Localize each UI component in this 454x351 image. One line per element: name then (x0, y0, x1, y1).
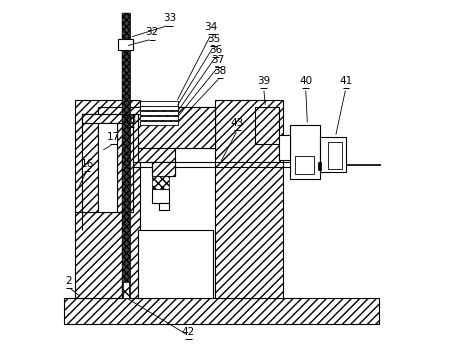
Bar (75, 100, 139, 298)
Bar (98, 123, 117, 212)
Bar (318, 161, 321, 170)
Bar (122, 13, 130, 298)
Text: 37: 37 (211, 55, 225, 65)
Text: 18: 18 (124, 115, 138, 125)
Bar (255, 107, 280, 144)
Bar (152, 190, 169, 204)
Text: 32: 32 (145, 27, 158, 38)
Bar (152, 161, 174, 176)
Bar (64, 298, 379, 324)
Bar (280, 135, 290, 160)
Bar (122, 13, 130, 298)
Text: 16: 16 (80, 159, 94, 168)
Bar (139, 116, 178, 120)
Text: 36: 36 (209, 45, 222, 55)
Bar (152, 161, 174, 176)
Bar (139, 121, 178, 125)
Bar (139, 111, 178, 115)
Text: 17: 17 (107, 132, 120, 142)
Bar (290, 125, 320, 179)
Text: 42: 42 (182, 327, 195, 337)
Text: 39: 39 (257, 77, 270, 86)
Bar (152, 176, 169, 190)
Text: 38: 38 (213, 66, 227, 76)
Text: 33: 33 (163, 13, 176, 24)
Bar (138, 107, 215, 147)
Bar (159, 204, 169, 211)
Bar (118, 39, 133, 49)
Text: 34: 34 (205, 22, 218, 32)
Bar (82, 114, 133, 123)
Bar (139, 101, 178, 106)
Bar (295, 156, 315, 174)
Bar (98, 107, 152, 114)
Bar (138, 147, 174, 161)
Text: 2: 2 (66, 276, 72, 286)
Bar (123, 282, 129, 298)
Bar (139, 106, 178, 111)
Bar (82, 114, 133, 212)
Bar (117, 114, 133, 212)
Bar (82, 114, 98, 212)
Bar (215, 100, 283, 298)
Text: 40: 40 (299, 77, 312, 86)
Text: 35: 35 (207, 34, 220, 44)
Bar (138, 107, 215, 147)
Bar (138, 230, 213, 298)
Text: 41: 41 (339, 77, 352, 86)
Text: 43: 43 (231, 118, 244, 128)
Bar (320, 137, 346, 172)
Bar (328, 142, 342, 168)
